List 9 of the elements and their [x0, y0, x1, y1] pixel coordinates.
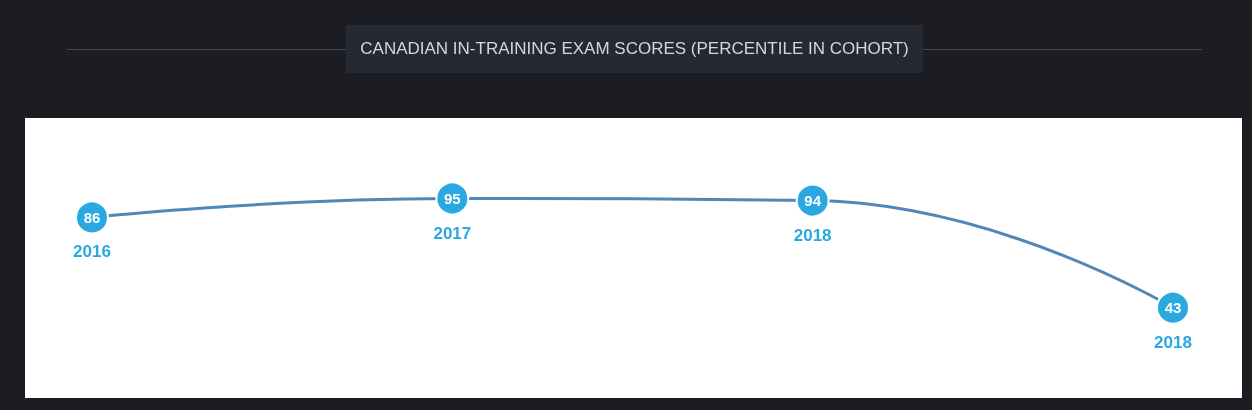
data-label: 43 — [1164, 299, 1182, 317]
data-label: 94 — [804, 192, 822, 210]
data-label: 95 — [443, 190, 461, 207]
x-tick-label: 2018 — [1154, 332, 1192, 352]
x-tick-label: 2017 — [433, 223, 472, 243]
chart-title: CANADIAN IN-TRAINING EXAM SCORES (PERCENTILE IN COHORT) — [346, 25, 923, 73]
x-tick-label: 2018 — [793, 225, 832, 245]
x-tick-label: 2016 — [73, 242, 111, 262]
data-label: 86 — [83, 208, 101, 226]
